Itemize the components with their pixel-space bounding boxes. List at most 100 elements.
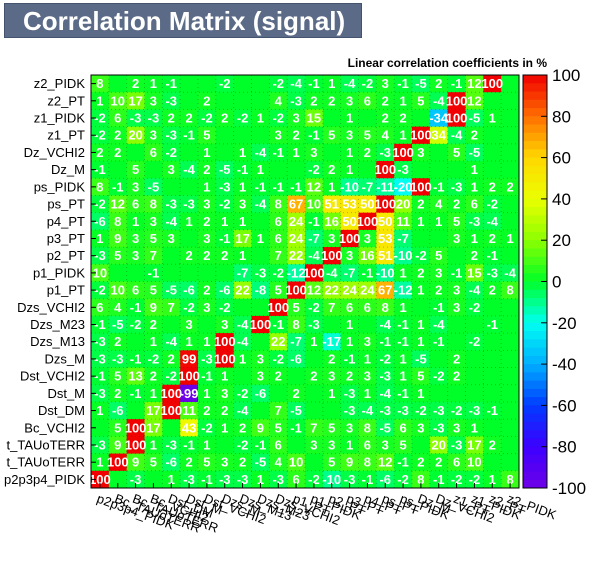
heatmap-cell	[429, 419, 449, 437]
heatmap-cell	[126, 384, 145, 403]
cell-value-label: 17	[467, 437, 481, 452]
cell-value-label: -5	[469, 145, 481, 160]
heatmap-cell	[465, 350, 484, 369]
cell-value-label: -4	[165, 214, 177, 229]
cell-value-label: 6	[132, 197, 139, 212]
cell-value-label: 7	[168, 300, 175, 315]
cell-value-label: 3	[257, 369, 264, 384]
heatmap-cell	[322, 161, 342, 179]
heatmap-cell	[251, 453, 270, 472]
cell-value-label: 3	[435, 265, 442, 280]
heatmap-cell	[91, 109, 110, 128]
cell-value-label: 100	[446, 93, 468, 108]
cell-value-label: -2	[272, 351, 284, 366]
cell-value-label: 24	[342, 283, 357, 298]
heatmap-cell	[269, 264, 288, 282]
cell-value-label: 2	[435, 283, 442, 298]
cell-value-label: -6	[112, 403, 124, 418]
heatmap-cell	[501, 281, 520, 300]
heatmap-cell	[198, 92, 217, 110]
heatmap-cell	[429, 281, 449, 300]
heatmap-cell	[358, 161, 377, 179]
y-tick-label: z2_PIDK	[34, 76, 86, 91]
heatmap-cell	[394, 401, 413, 420]
heatmap-cell	[198, 229, 217, 248]
cell-value-label: -7	[237, 265, 249, 280]
cell-value-label: 3	[382, 76, 389, 91]
heatmap-cell	[144, 350, 163, 369]
heatmap-cell	[215, 229, 235, 248]
heatmap-cell	[305, 195, 324, 214]
cell-value-label: 5	[150, 231, 157, 246]
heatmap-cell	[162, 143, 181, 162]
cell-value-label: -2	[272, 265, 284, 280]
heatmap-cell	[126, 195, 145, 214]
heatmap-cell	[233, 75, 252, 93]
cell-value-label: -3	[255, 265, 267, 280]
heatmap-cell	[215, 436, 235, 455]
cell-value-label: -1	[148, 265, 160, 280]
color-bar-tick-label: 40	[552, 190, 571, 209]
cell-value-label: 6	[399, 420, 406, 435]
heatmap-cell	[305, 384, 324, 403]
cell-value-label: -1	[379, 334, 391, 349]
cell-value-label: 100	[392, 145, 414, 160]
cell-value-label: -1	[219, 231, 231, 246]
cell-value-label: -7	[397, 231, 409, 246]
heatmap-cell	[126, 419, 145, 437]
cell-value-label: 1	[168, 472, 175, 487]
heatmap-cell	[501, 212, 520, 231]
heatmap-cell	[215, 367, 235, 386]
cell-value-label: -1	[486, 403, 498, 418]
cell-value-label: 3	[346, 93, 353, 108]
cell-value-label: 6	[275, 214, 282, 229]
color-bar-tick-label: -100	[552, 479, 586, 498]
cell-value-label: -2	[219, 300, 231, 315]
cell-value-label: -2	[272, 76, 284, 91]
heatmap-cell	[233, 92, 252, 110]
cell-value-label: -4	[255, 145, 267, 160]
heatmap-cell	[376, 143, 395, 162]
heatmap-cell	[447, 384, 466, 403]
heatmap-cell	[465, 75, 484, 93]
heatmap-cell	[429, 298, 449, 317]
heatmap-cell	[358, 247, 377, 265]
heatmap-cell	[144, 384, 163, 403]
heatmap-cell	[108, 229, 128, 248]
cell-value-label: -3	[433, 403, 445, 418]
heatmap-cell	[394, 92, 413, 110]
heatmap-cell	[412, 161, 431, 179]
heatmap-cell	[269, 143, 288, 162]
cell-value-label: 100	[339, 231, 361, 246]
heatmap-cell	[198, 126, 217, 145]
cell-value-label: 2	[292, 386, 299, 401]
cell-value-label: 1	[346, 334, 353, 349]
heatmap-cell	[269, 401, 288, 420]
heatmap-cell	[501, 419, 520, 437]
heatmap-cell	[162, 333, 181, 351]
heatmap-cell	[180, 264, 199, 282]
heatmap-cell	[483, 436, 502, 455]
cell-value-label: 5	[203, 455, 210, 470]
cell-value-label: 100	[89, 472, 111, 487]
heatmap-cell	[340, 229, 359, 248]
heatmap-cell	[412, 470, 431, 489]
heatmap-cell	[198, 436, 217, 455]
cell-value-label: 2	[203, 162, 210, 177]
heatmap-cell	[412, 143, 431, 162]
cell-value-label: 7	[310, 420, 317, 435]
cell-value-label: 3	[168, 162, 175, 177]
color-bar-band	[523, 75, 547, 84]
heatmap-cell	[108, 436, 128, 455]
cell-value-label: 1	[399, 128, 406, 143]
cell-value-label: 9	[114, 231, 121, 246]
heatmap-cell	[251, 350, 270, 369]
cell-value-label: 67	[378, 283, 392, 298]
cell-value-label: 1	[364, 351, 371, 366]
cell-value-label: -4	[433, 317, 445, 332]
color-bar-band	[523, 256, 547, 266]
heatmap-cell	[162, 109, 181, 128]
heatmap-cell	[287, 92, 306, 110]
cell-value-label: -1	[397, 455, 409, 470]
heatmap-cell	[180, 298, 199, 317]
